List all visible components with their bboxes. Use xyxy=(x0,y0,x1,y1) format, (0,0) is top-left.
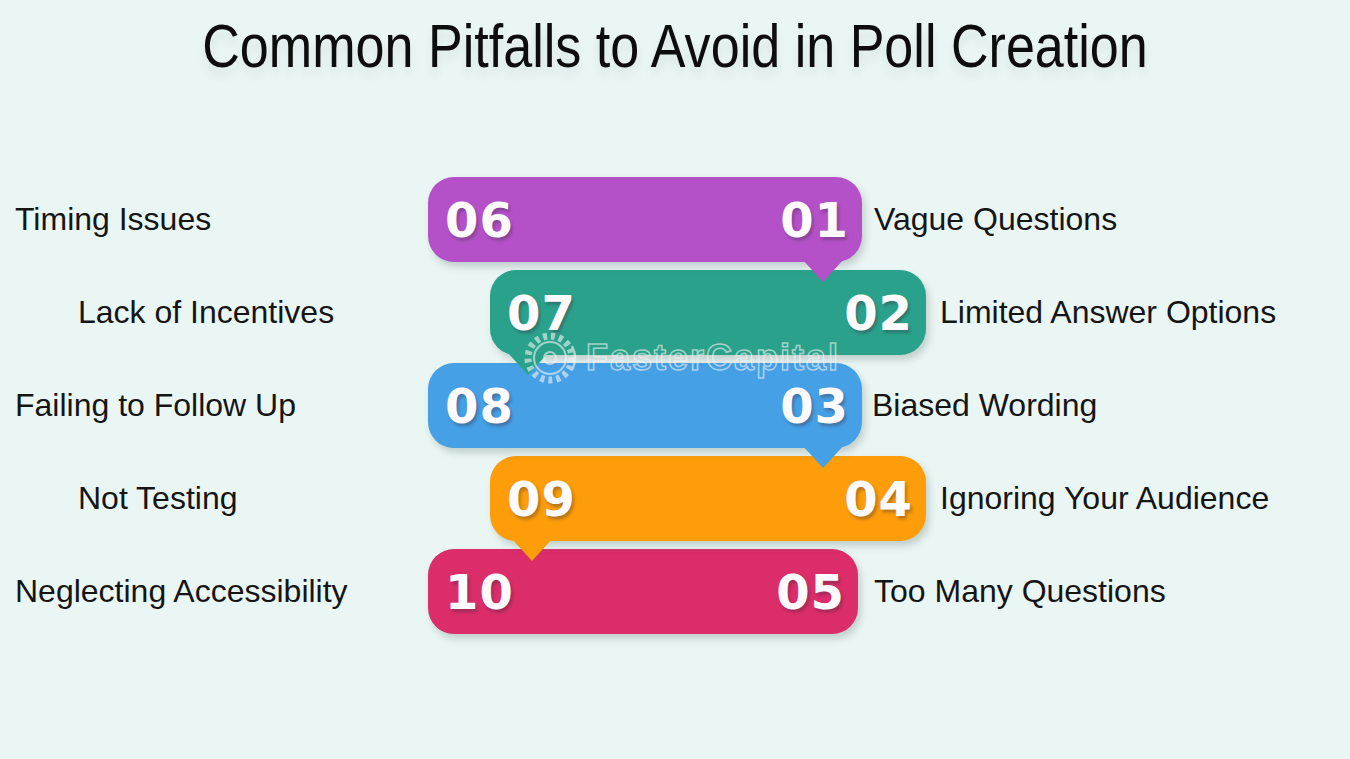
speech-tail-icon xyxy=(802,445,844,468)
bar-number-right: 01 xyxy=(780,192,849,248)
left-label: Neglecting Accessibility xyxy=(15,549,348,634)
left-label: Failing to Follow Up xyxy=(15,363,296,448)
number-bar: 10 05 xyxy=(428,549,858,634)
bar-number-right: 02 xyxy=(844,285,913,341)
number-bar: 06 01 xyxy=(428,177,862,262)
left-label: Not Testing xyxy=(78,456,238,541)
bar-number-right: 03 xyxy=(780,378,849,434)
number-bar: 09 04 xyxy=(490,456,926,541)
left-label: Lack of Incentives xyxy=(78,270,334,355)
left-label: Timing Issues xyxy=(15,177,211,262)
number-bar: 07 02 xyxy=(490,270,926,355)
speech-tail-icon xyxy=(802,259,844,282)
number-bar: 08 03 xyxy=(428,363,862,448)
page-title: Common Pitfalls to Avoid in Poll Creatio… xyxy=(108,10,1242,81)
right-label: Too Many Questions xyxy=(874,549,1166,634)
bar-number-left: 09 xyxy=(507,471,576,527)
bar-number-left: 07 xyxy=(507,285,576,341)
bar-number-right: 05 xyxy=(776,564,845,620)
right-label: Biased Wording xyxy=(872,363,1097,448)
right-label: Vague Questions xyxy=(874,177,1117,262)
speech-tail-icon xyxy=(507,352,549,375)
right-label: Limited Answer Options xyxy=(940,270,1276,355)
right-label: Ignoring Your Audience xyxy=(940,456,1269,541)
speech-tail-icon xyxy=(511,538,553,561)
bar-number-left: 06 xyxy=(445,192,514,248)
bar-number-left: 08 xyxy=(445,378,514,434)
infographic-canvas: Common Pitfalls to Avoid in Poll Creatio… xyxy=(0,0,1350,759)
bar-number-right: 04 xyxy=(844,471,913,527)
bar-number-left: 10 xyxy=(445,564,514,620)
